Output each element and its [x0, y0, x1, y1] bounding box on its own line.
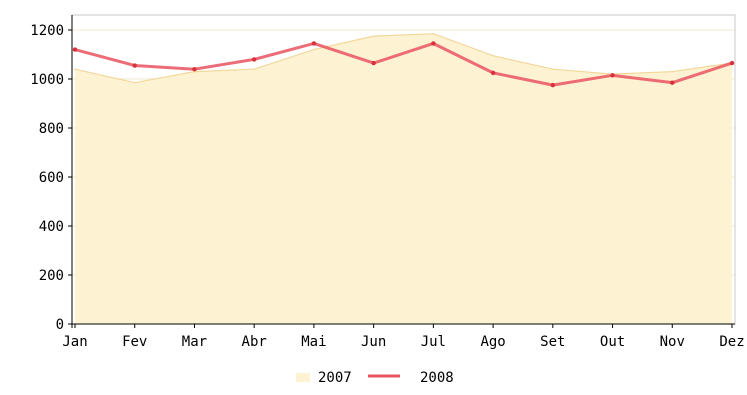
- point-2008-fev: [132, 63, 137, 68]
- x-tick-label: Mai: [301, 334, 326, 350]
- point-2007-ago: [492, 54, 494, 57]
- legend: 2007 2008: [296, 370, 454, 386]
- point-2007-fev: [133, 81, 136, 84]
- point-2008-abr: [251, 57, 257, 62]
- point-2007-jan: [74, 68, 76, 70]
- x-tick-label: Jul: [421, 334, 446, 350]
- point-2008-jan: [72, 47, 78, 52]
- area-fill-2007: [75, 33, 732, 325]
- x-tick-label: Jun: [361, 334, 386, 350]
- legend-label-2008: 2008: [420, 370, 454, 386]
- y-tick-label: 400: [39, 219, 64, 235]
- series-line-2008: [73, 41, 734, 87]
- legend-swatch-2007: [296, 373, 310, 382]
- x-tick-label: Jan: [62, 334, 87, 350]
- y-tick-label: 200: [39, 268, 64, 284]
- x-tick-label: Nov: [660, 334, 685, 350]
- legend-label-2007: 2007: [318, 370, 352, 386]
- point-2008-ago: [490, 70, 496, 76]
- point-2007-mai: [313, 48, 315, 51]
- point-2008-out: [610, 73, 615, 78]
- x-tick-label: Set: [540, 334, 565, 350]
- point-2007-jul: [432, 32, 435, 35]
- y-tick-label: 1200: [30, 23, 64, 39]
- point-2007-abr: [253, 68, 255, 70]
- area-series-2007: [74, 32, 733, 325]
- x-tick-label: Fev: [122, 334, 147, 350]
- x-tick-label: Dez: [719, 334, 744, 350]
- x-tick-label: Ago: [480, 334, 505, 350]
- x-tick-label: Mar: [182, 334, 207, 350]
- y-tick-label: 1000: [30, 72, 64, 88]
- point-2008-mai: [311, 41, 317, 46]
- axes: 0 200 400 600 800 1000 1200 Jan Fev Mar Abr Mai Jun J…: [30, 15, 745, 350]
- x-tick-label: Out: [600, 334, 625, 350]
- point-2008-dez: [729, 60, 735, 66]
- point-2007-set: [552, 68, 554, 70]
- point-2008-nov: [670, 80, 675, 85]
- point-2007-jun: [372, 35, 375, 37]
- y-tick-label: 600: [39, 170, 64, 186]
- line-series-2008: [72, 41, 735, 88]
- point-2008-mar: [192, 67, 197, 72]
- point-2008-jul: [431, 41, 436, 46]
- y-tick-label: 0: [56, 317, 64, 333]
- point-2008-set: [550, 82, 556, 88]
- area-outline-2007: [74, 33, 733, 84]
- x-tick-label: Abr: [242, 334, 267, 350]
- point-2007-nov: [671, 70, 674, 73]
- y-tick-label: 800: [39, 121, 64, 137]
- point-2008-jun: [371, 60, 376, 66]
